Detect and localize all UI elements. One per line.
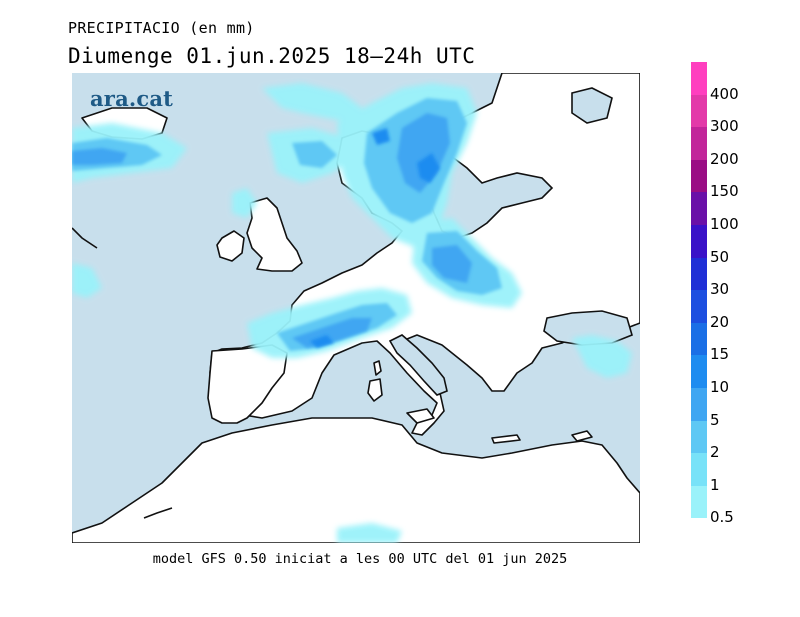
colorbar-swatch: [691, 322, 707, 356]
black-sea: [543, 310, 633, 346]
great-britain: [246, 197, 303, 272]
colorbar-label: 10: [710, 378, 730, 396]
colorbar-swatch: [691, 224, 707, 258]
variable-title: PRECIPITACIO (en mm): [68, 19, 255, 37]
precipitation-map: [72, 73, 640, 543]
colorbar-label: 2: [710, 443, 720, 462]
colorbar-swatch: [691, 257, 707, 291]
sardinia: [367, 378, 383, 402]
colorbar-swatch: [691, 127, 707, 160]
colorbar-label: 15: [710, 345, 730, 364]
colorbar-swatch: [691, 159, 707, 193]
colorbar-swatch: [691, 192, 707, 225]
colorbar-label: 5: [710, 410, 720, 429]
colorbar-label: 20: [710, 312, 730, 331]
ara-cat-watermark: ara.cat: [90, 86, 174, 111]
forecast-period-title: Diumenge 01.jun.2025 18–24h UTC: [68, 44, 476, 68]
white-sea: [571, 87, 613, 124]
colorbar-swatch: [691, 485, 707, 519]
colorbar-label: 400: [710, 84, 739, 103]
north-africa: [72, 417, 640, 543]
precipitation-colorbar: [691, 62, 707, 519]
colorbar-swatch: [691, 453, 707, 486]
colorbar-label: 200: [710, 149, 739, 168]
adriatic-sea: [388, 334, 448, 396]
colorbar-swatch: [691, 387, 707, 421]
colorbar-swatch: [691, 355, 707, 388]
colorbar-swatch: [691, 94, 707, 128]
corsica: [373, 360, 382, 376]
inland-seas: [388, 87, 633, 396]
colorbar-label: 50: [710, 247, 730, 266]
precipitation-field: [72, 83, 632, 543]
colorbar-label: 100: [710, 215, 739, 233]
colorbar-label: 150: [710, 182, 739, 201]
colorbar-swatch: [691, 290, 707, 323]
sicily: [406, 408, 435, 424]
crete: [491, 434, 521, 444]
colorbar-label: 1: [710, 475, 720, 494]
colorbar-label: 0.5: [710, 508, 734, 527]
colorbar-label: 300: [710, 117, 739, 136]
ireland: [216, 230, 245, 262]
colorbar-swatch: [691, 420, 707, 454]
coastline-overlay: [72, 227, 173, 519]
colorbar-label: 30: [710, 280, 730, 299]
model-info-footer: model GFS 0.50 iniciat a les 00 UTC del …: [152, 551, 568, 567]
colorbar-swatch: [691, 62, 707, 95]
cyprus: [571, 430, 593, 442]
